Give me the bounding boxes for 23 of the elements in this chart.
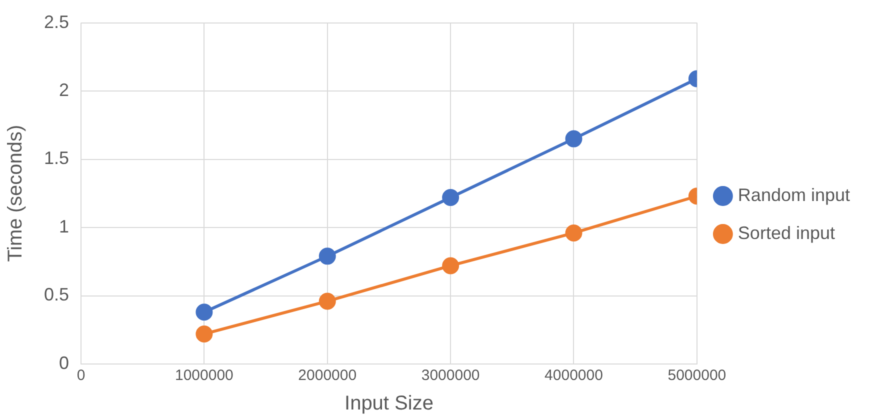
y-tick-label: 1.5 (44, 148, 70, 168)
point (565, 224, 582, 242)
x-tick-label: 4000000 (544, 367, 603, 384)
point (318, 248, 336, 265)
y-axis-title: Time (seconds) (4, 124, 27, 262)
y-tick-label: 1 (59, 216, 70, 236)
y-tick-label: 2.5 (44, 12, 70, 32)
point (442, 188, 460, 206)
x-tick-label: 0 (76, 367, 86, 384)
y-tick-label: 0.5 (44, 284, 70, 305)
point (442, 257, 460, 274)
x-axis-title: Input Size (344, 392, 434, 415)
x-tick-label: 3000000 (421, 367, 480, 384)
point (196, 304, 213, 321)
legend-label: Sorted input (738, 222, 836, 243)
legend-label: Random input (738, 184, 850, 205)
x-tick-label: 2000000 (298, 367, 357, 384)
x-tick-label: 5000000 (668, 367, 726, 384)
x-tick-label: 1000000 (175, 367, 234, 384)
point (565, 130, 582, 148)
y-tick-label: 2 (59, 80, 70, 100)
point (318, 292, 336, 310)
point (196, 325, 213, 342)
